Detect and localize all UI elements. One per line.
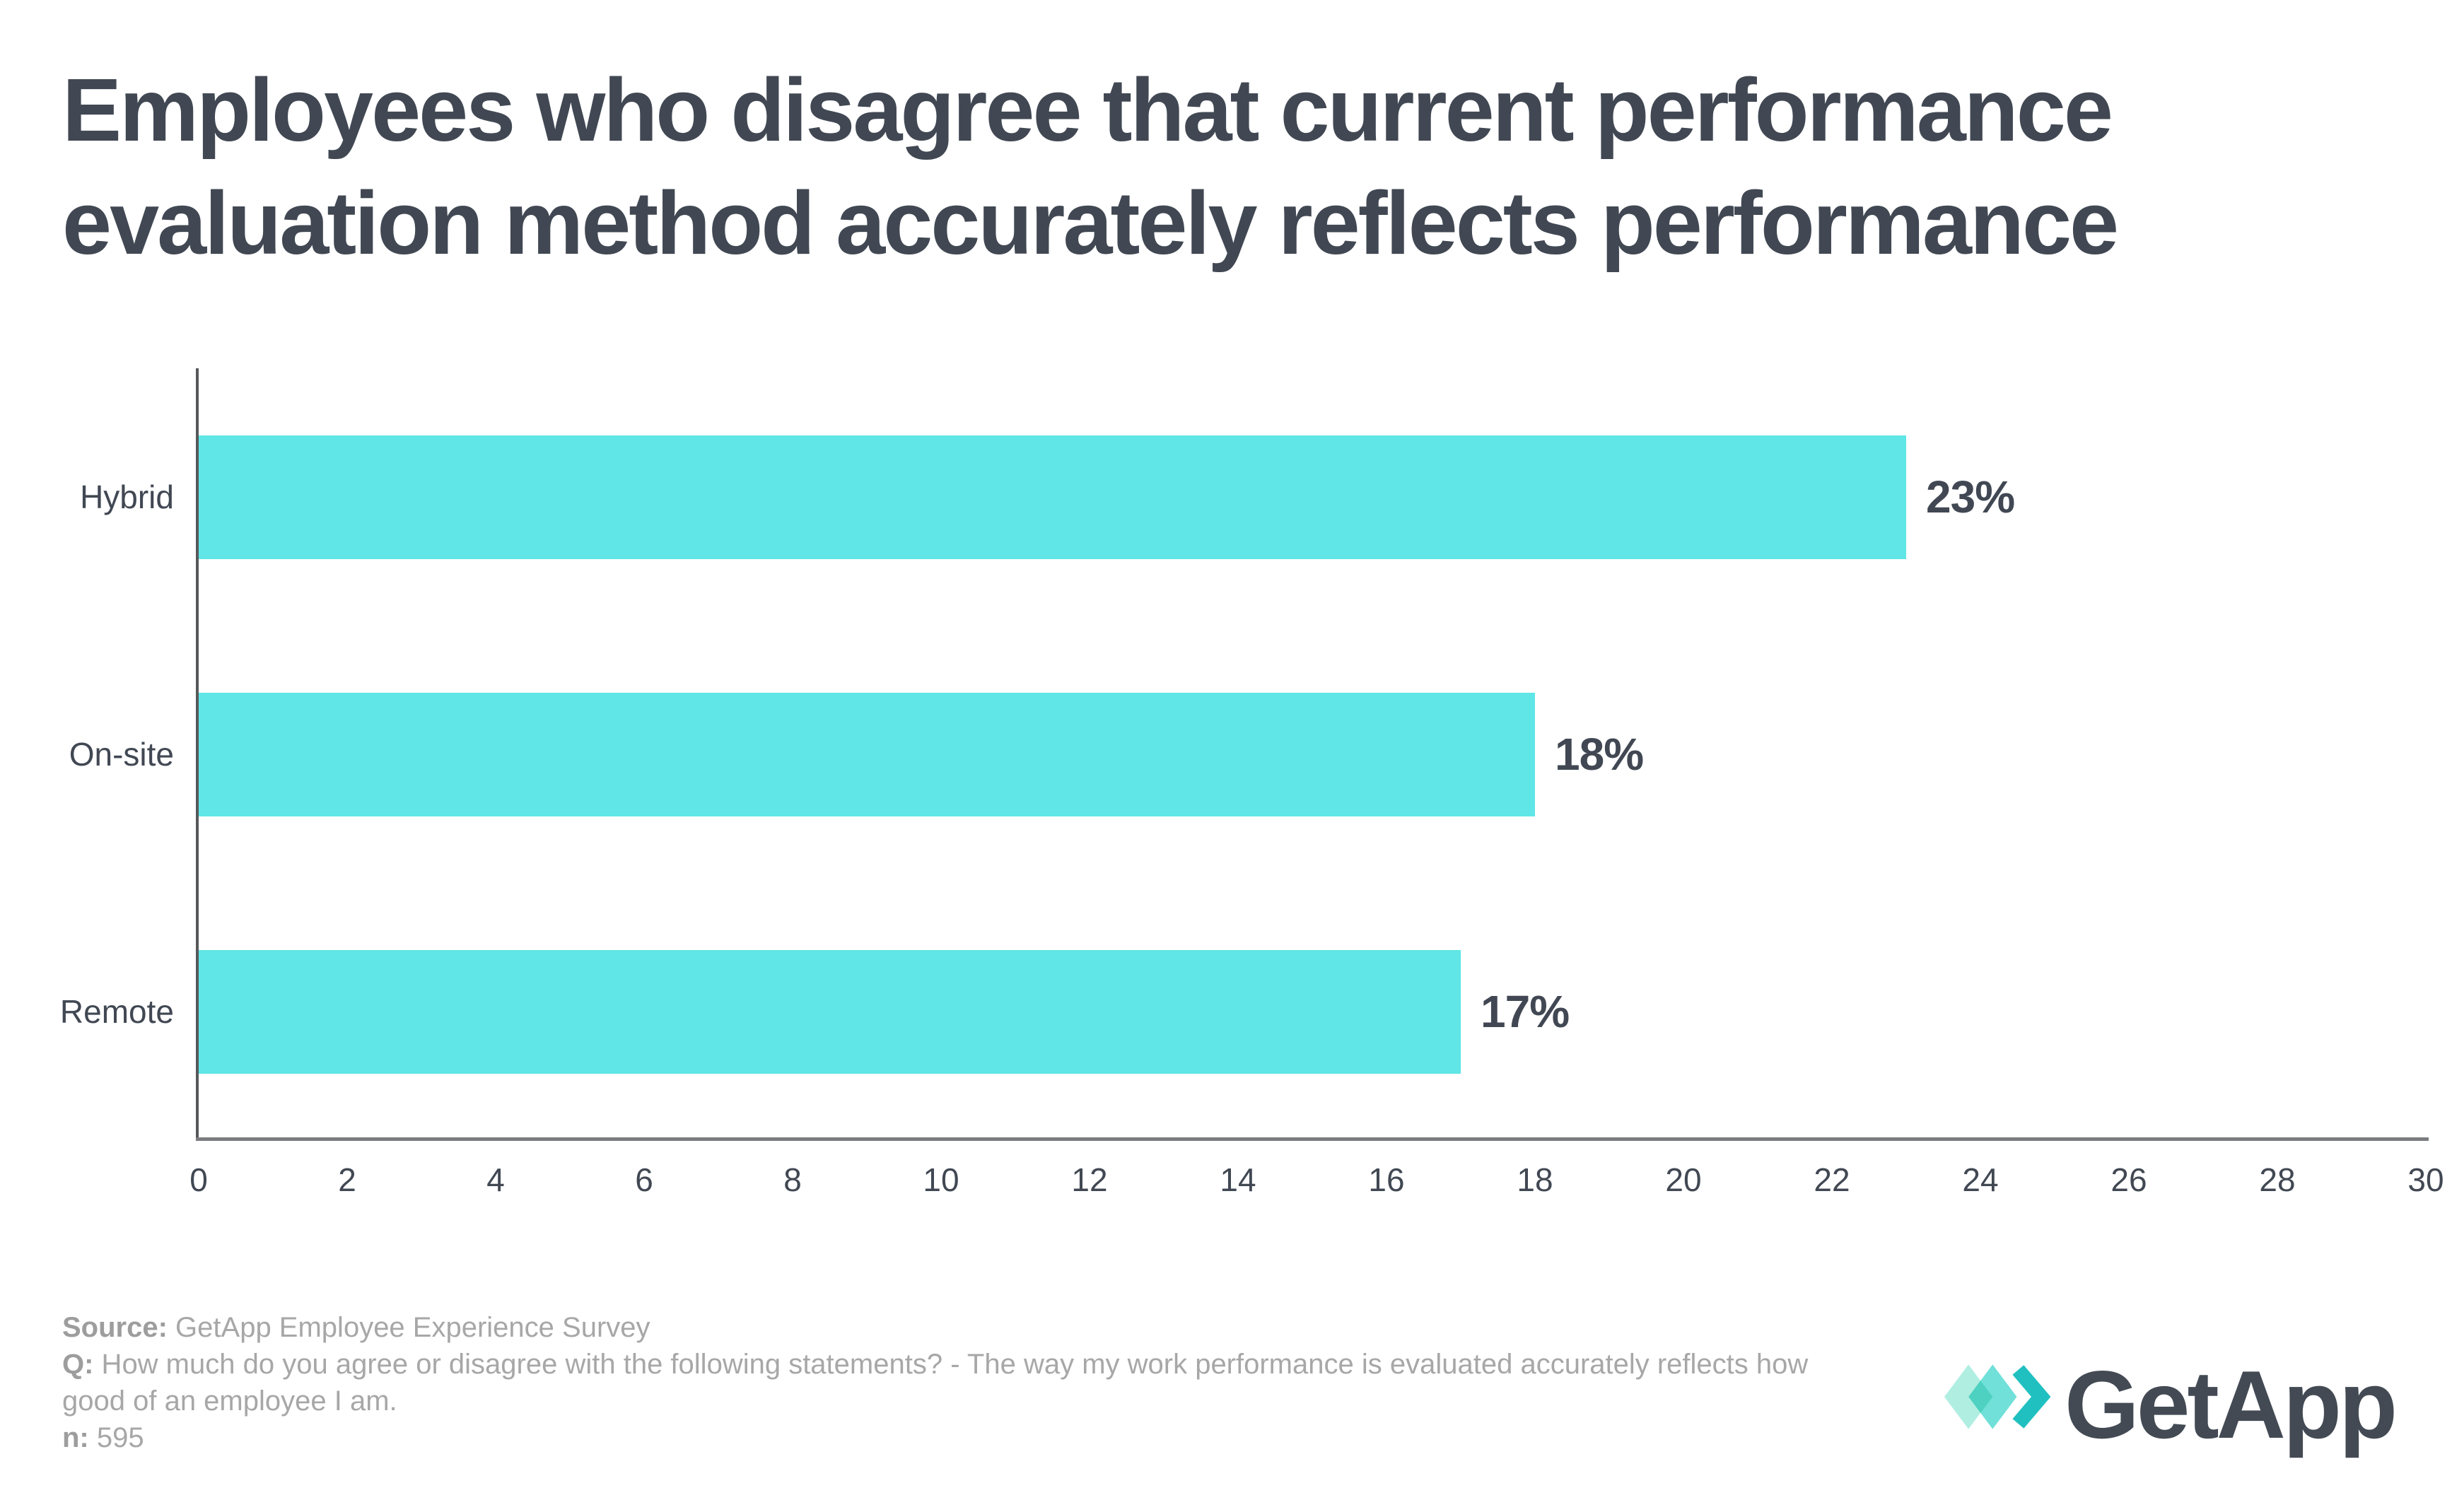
category-label: On-site	[69, 736, 174, 773]
x-tick-label: 8	[783, 1161, 802, 1198]
chart-title: Employees who disagree that current perf…	[62, 60, 2119, 274]
x-tick-label: 18	[1517, 1161, 1553, 1198]
bar	[199, 435, 1906, 559]
y-axis-line	[196, 368, 199, 1140]
x-tick-label: 26	[2111, 1161, 2147, 1198]
getapp-logo-text: GetApp	[2065, 1351, 2398, 1458]
question-text: How much do you agree or disagree with t…	[62, 1349, 1809, 1417]
x-tick-label: 14	[1220, 1161, 1256, 1198]
x-tick-label: 24	[1962, 1161, 1999, 1198]
source-note: Source: GetApp Employee Experience Surve…	[62, 1309, 1823, 1456]
x-tick-label: 16	[1368, 1161, 1405, 1198]
value-label: 23%	[1926, 471, 2015, 522]
x-tick-label: 22	[1814, 1161, 1850, 1198]
value-label: 17%	[1481, 986, 1570, 1037]
x-tick-label: 0	[189, 1161, 208, 1198]
x-tick-label: 12	[1071, 1161, 1108, 1198]
x-tick-label: 6	[635, 1161, 653, 1198]
bar	[199, 949, 1461, 1074]
n-label: n:	[62, 1422, 89, 1453]
x-tick-label: 30	[2407, 1161, 2444, 1198]
getapp-diamonds-icon	[1944, 1364, 2050, 1429]
category-label: Remote	[59, 993, 174, 1030]
n-text: 595	[88, 1422, 144, 1453]
question-line: Q: How much do you agree or disagree wit…	[62, 1346, 1823, 1419]
source-text: GetApp Employee Experience Survey	[167, 1312, 650, 1343]
bar	[199, 692, 1535, 816]
x-axis-line	[196, 1137, 2429, 1141]
x-tick-label: 2	[338, 1161, 356, 1198]
question-label: Q:	[62, 1349, 94, 1380]
n-line: n: 595	[62, 1419, 1823, 1456]
value-label: 18%	[1555, 729, 1644, 780]
x-tick-label: 10	[923, 1161, 959, 1198]
x-tick-label: 28	[2259, 1161, 2296, 1198]
category-label: Hybrid	[80, 479, 174, 515]
source-label: Source:	[62, 1312, 168, 1343]
x-tick-label: 20	[1665, 1161, 1702, 1198]
x-tick-label: 4	[486, 1161, 505, 1198]
getapp-logo: GetApp	[1943, 1352, 2438, 1479]
source-line: Source: GetApp Employee Experience Surve…	[62, 1309, 1823, 1346]
